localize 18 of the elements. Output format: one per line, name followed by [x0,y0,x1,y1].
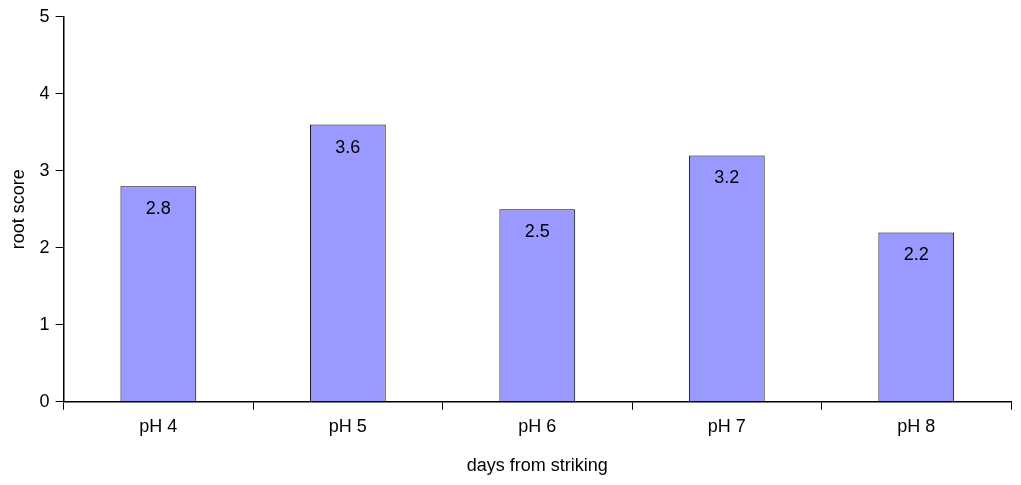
y-tick-label: 3 [39,159,50,180]
x-tick-label: pH 6 [518,415,557,436]
data-label: 3.6 [335,136,361,157]
y-axis-title: root score [7,169,28,250]
x-tick-label: pH 4 [139,415,178,436]
y-tick-label: 2 [39,236,50,257]
x-tick-label: pH 8 [897,415,936,436]
y-tick-label: 0 [39,390,50,411]
y-tick-label: 4 [39,82,50,103]
x-tick-label: pH 7 [707,415,746,436]
x-axis-title: days from striking [466,455,608,476]
data-label: 2.8 [145,198,171,219]
y-tick-label: 1 [39,313,50,334]
data-label: 3.2 [714,167,740,188]
data-label: 2.2 [903,244,929,265]
data-label: 2.5 [524,221,550,242]
y-tick-label: 5 [39,5,50,26]
x-tick-label: pH 5 [328,415,367,436]
